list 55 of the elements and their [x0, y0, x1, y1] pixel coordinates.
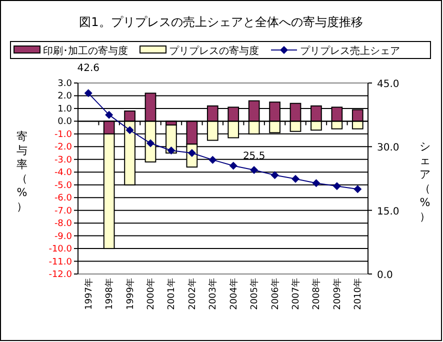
point — [167, 146, 176, 154]
y2-tick-label: 0.0 — [377, 270, 393, 281]
y-tick-label: 2.0 — [58, 92, 72, 102]
y-tick-label: -9.0 — [54, 232, 72, 242]
y2-tick-label: 45.0 — [377, 79, 400, 90]
y-tick-label: -12.0 — [48, 270, 72, 280]
y-tick-label: -3.0 — [54, 155, 72, 166]
point — [354, 185, 362, 194]
y2-tick-label: 15.0 — [377, 206, 400, 218]
y-tick-label: -8.0 — [54, 219, 72, 230]
y-tick-label: 0.0 — [58, 117, 72, 128]
point — [208, 156, 217, 164]
x-tick-label: 2005年 — [249, 278, 260, 310]
y-tick-label: -11.0 — [48, 257, 72, 268]
y-tick-label: -5.0 — [54, 180, 72, 191]
x-tick-label: 1999年 — [124, 278, 136, 310]
y-tick-label: 1.0 — [58, 104, 72, 114]
point — [84, 89, 92, 98]
x-tick-label: 2002年 — [186, 278, 198, 310]
y-tick-label: -1.0 — [54, 130, 72, 140]
x-tick-label: 1998年 — [104, 278, 116, 310]
y2-axis-title: シェア（%） — [420, 140, 430, 223]
x-tick-label: 2007年 — [290, 278, 302, 310]
legend-label: 印刷･加工の寄与度 — [43, 45, 128, 57]
text: 42.6 — [77, 63, 100, 74]
point — [312, 179, 320, 188]
y-tick-label: 3.0 — [58, 79, 72, 89]
point — [332, 182, 341, 190]
x-tick-label: 2010年 — [352, 278, 364, 310]
point — [292, 174, 300, 183]
x-tick-label: 2008年 — [311, 278, 322, 310]
x-tick-label: 2006年 — [270, 278, 281, 310]
x-tick-label: 2004年 — [228, 278, 240, 310]
annotation: 25.5 — [242, 151, 266, 162]
x-tick-label: 2003年 — [208, 278, 219, 310]
legend-label: プリプレスの寄与度 — [169, 45, 259, 57]
x-tick-label: 2001年 — [166, 278, 178, 310]
point — [250, 166, 258, 174]
y-tick-label: -6.0 — [54, 194, 72, 204]
point — [105, 110, 114, 119]
x-tick-label: 2000年 — [146, 278, 156, 310]
legend-label: プリプレス売上シェア — [300, 45, 400, 57]
point — [126, 126, 134, 134]
y-tick-label: -2.0 — [54, 142, 72, 153]
point — [146, 139, 154, 148]
chart-title: 図1。プリプレスの売上シェアと全体への寄与度推移 — [79, 15, 363, 29]
point — [229, 162, 238, 170]
x-tick-label: 2009年 — [332, 278, 343, 310]
y-axis-title: 寄与率（%） — [16, 130, 28, 213]
y2-tick-label: 30.0 — [377, 142, 400, 154]
y-tick-label: -10.0 — [48, 244, 72, 255]
point — [270, 171, 279, 180]
y-tick-label: -7.0 — [54, 206, 72, 216]
x-tick-label: 1997年 — [83, 278, 94, 310]
y-tick-label: -4.0 — [54, 168, 72, 178]
